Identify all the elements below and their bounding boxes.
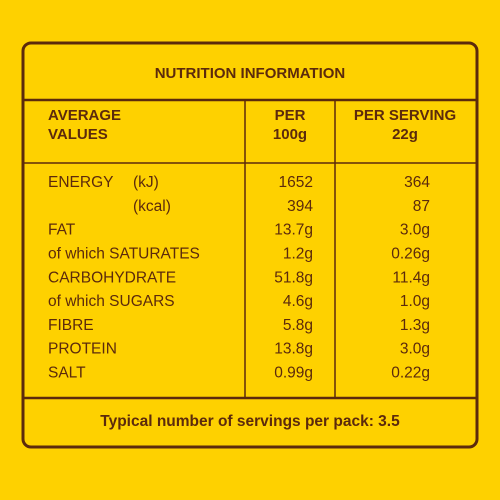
header-cell: 22g (392, 126, 418, 143)
per-100g-value: 0.99g (274, 364, 313, 381)
header-cell: PER (275, 107, 306, 124)
per-serving-value: 1.3g (400, 317, 430, 334)
row-label: PROTEIN (48, 341, 117, 358)
footer: Typical number of servings per pack: 3.5 (100, 413, 400, 430)
header-cell: PER SERVING (354, 107, 456, 124)
row-label: CARBOHYDRATE (48, 269, 176, 286)
per-100g-value: 1652 (279, 174, 313, 191)
header-cell: AVERAGE (48, 107, 121, 124)
row-unit: (kcal) (133, 198, 171, 215)
per-serving-value: 0.26g (391, 245, 430, 262)
per-100g-value: 13.7g (274, 222, 313, 239)
per-100g-value: 51.8g (274, 269, 313, 286)
per-serving-value: 3.0g (400, 341, 430, 358)
per-100g-value: 394 (287, 198, 313, 215)
per-100g-value: 1.2g (283, 245, 313, 262)
header-cell: VALUES (48, 126, 108, 143)
per-100g-value: 13.8g (274, 341, 313, 358)
per-serving-value: 364 (404, 174, 430, 191)
row-label: ENERGY (48, 174, 113, 191)
row-unit: (kJ) (133, 174, 159, 191)
per-serving-value: 87 (413, 198, 430, 215)
outer-border (21, 41, 479, 449)
per-serving-value: 0.22g (391, 364, 430, 381)
row-label: FIBRE (48, 317, 94, 334)
per-serving-value: 11.4g (392, 269, 430, 286)
row-label: of which SUGARS (48, 293, 175, 310)
per-serving-value: 1.0g (400, 293, 430, 310)
per-100g-value: 5.8g (283, 317, 313, 334)
title: NUTRITION INFORMATION (155, 65, 346, 82)
per-serving-value: 3.0g (400, 222, 430, 239)
header-cell: 100g (273, 126, 307, 143)
row-label: of which SATURATES (48, 245, 200, 262)
row-label: FAT (48, 222, 76, 239)
per-100g-value: 4.6g (283, 293, 313, 310)
row-label: SALT (48, 364, 86, 381)
